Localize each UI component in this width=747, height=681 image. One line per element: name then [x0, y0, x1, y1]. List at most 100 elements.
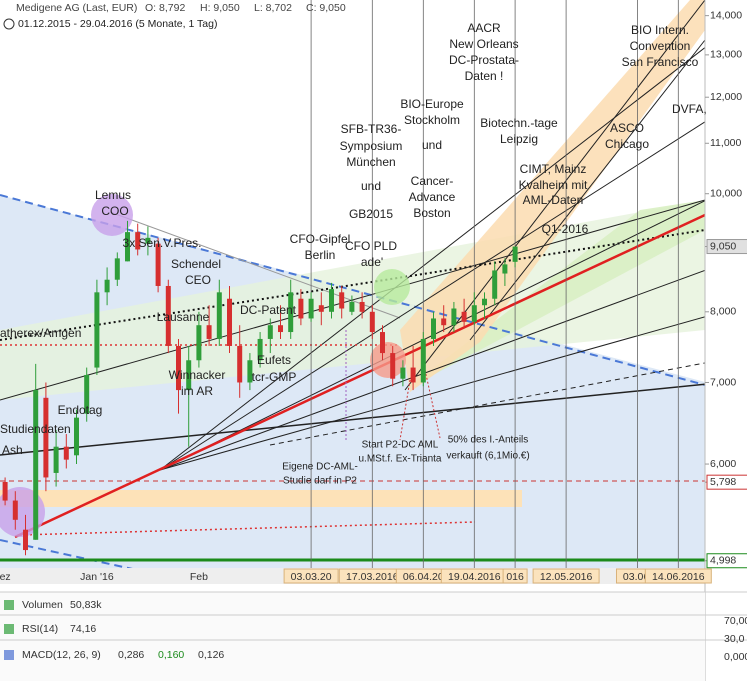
candle-body	[298, 298, 304, 319]
x-tick-box	[502, 568, 528, 584]
orange-band	[0, 490, 522, 507]
annotation: Convention	[630, 39, 691, 53]
candle-body	[512, 246, 518, 262]
y-tick-label: 6,000	[710, 458, 736, 470]
candle-body	[145, 237, 151, 244]
annotation: Symposium	[340, 139, 403, 153]
candle-body	[400, 367, 406, 379]
x-tick-label: Feb	[190, 571, 208, 583]
candle-body	[461, 311, 467, 322]
x-tick-label: 14.06.2016	[652, 571, 705, 583]
annotation: Kvalheim mit	[519, 178, 588, 192]
candle-body	[43, 397, 49, 478]
annotation: COO	[101, 204, 128, 218]
annotation: Ash	[2, 443, 23, 457]
x-tick-label: 03.03.20	[291, 571, 332, 583]
candle-body	[267, 325, 273, 339]
orange-channel	[400, 0, 705, 392]
labels: Medigene AG (Last, EUR) O: 8,792 H: 9,050 L…	[0, 2, 747, 663]
indicator-value: 0,286	[118, 649, 144, 661]
y-tick-label: 5,798	[710, 476, 736, 488]
candle-body	[125, 232, 130, 262]
annotation: Lemus	[95, 188, 131, 202]
annotation: im AR	[181, 384, 213, 398]
y-tick-box	[706, 553, 747, 569]
annotation: BIO-Europe	[400, 97, 464, 111]
trend-line	[0, 229, 706, 341]
indicator-level: 30,0	[724, 633, 745, 645]
annotation: Studie darf in P2	[283, 476, 357, 487]
indicator-value: 74,16	[70, 623, 96, 635]
candle-body	[349, 301, 355, 312]
candle-body	[308, 298, 314, 319]
annotation: San Francisco	[622, 55, 699, 69]
candle-body	[410, 367, 416, 383]
candle-body	[94, 292, 100, 368]
x-tick-label: ez	[0, 571, 11, 583]
candle-body	[502, 264, 508, 274]
trend-line	[159, 94, 747, 471]
candle-body	[482, 298, 487, 306]
trend-line	[159, 254, 747, 471]
x-tick-label: 016	[506, 571, 524, 583]
trend-line	[159, 304, 747, 471]
x-tick-label: 19.04.2016	[448, 571, 501, 583]
annotation: Endotag	[58, 403, 103, 417]
annotation: Lausanne	[157, 310, 210, 324]
green-fan	[405, 200, 705, 390]
candle-body	[390, 353, 396, 379]
header-text: C: 9,050	[306, 2, 346, 14]
candle-body	[135, 232, 141, 250]
annotation: Q1-2016	[542, 222, 589, 236]
candle-body	[53, 446, 59, 473]
y-tick-label: 12,000	[710, 91, 742, 103]
trend-line	[469, 39, 706, 341]
indicator-value: 0,160	[158, 649, 184, 661]
candle-body	[196, 325, 202, 361]
header-text: H: 9,050	[200, 2, 240, 14]
candle-body	[155, 243, 161, 286]
indicator-level: 70,00	[724, 615, 747, 627]
annotation: und	[422, 138, 442, 152]
annotation: SFB-TR36-	[341, 122, 402, 136]
candle-body	[492, 270, 498, 299]
annotation: München	[346, 155, 395, 169]
annotation: BIO Intern.	[631, 23, 689, 37]
candle-body	[227, 298, 232, 346]
annotation: GB2015	[349, 207, 393, 221]
annotation: CEO	[185, 273, 211, 287]
x-tick-label: 12.05.2016	[540, 571, 593, 583]
y-tick-box	[706, 239, 747, 255]
candle-body	[23, 529, 28, 551]
y-tick-label: 7,000	[710, 376, 736, 388]
candle-body	[318, 305, 324, 312]
annotation: DC-Prostata-	[449, 53, 519, 67]
level-line	[19, 521, 476, 536]
trend-line	[0, 199, 706, 401]
period-text: 01.12.2015 - 29.04.2016 (5 Monate, 1 Tag…	[18, 18, 217, 30]
candle-body	[471, 305, 477, 322]
indicator-name: RSI(14)	[22, 623, 58, 635]
candle-body	[12, 500, 18, 520]
candle-body	[257, 338, 263, 361]
y-tick-label: 14,000	[710, 9, 742, 21]
candle-body	[288, 292, 294, 333]
candle-body	[74, 417, 79, 456]
annotation: atherex/Amgen	[0, 326, 81, 340]
annotation: Start P2-DC AML	[362, 440, 439, 451]
annotation: AML-Daten	[523, 193, 584, 207]
candle-body	[380, 332, 385, 354]
indicator-value: 50,83k	[70, 599, 102, 611]
candle-body	[247, 360, 253, 383]
candles	[2, 220, 518, 556]
event-lines	[310, 0, 679, 568]
annotation: ade'	[361, 255, 383, 269]
annotation: CFO-Gipfel	[290, 232, 351, 246]
annotation: Cancer-	[411, 174, 454, 188]
candle-body	[278, 325, 283, 333]
candle-body	[329, 289, 334, 312]
y-axis-band	[705, 0, 747, 584]
annotation: Leipzig	[500, 132, 538, 146]
y-tick-label: 13,000	[710, 49, 742, 61]
